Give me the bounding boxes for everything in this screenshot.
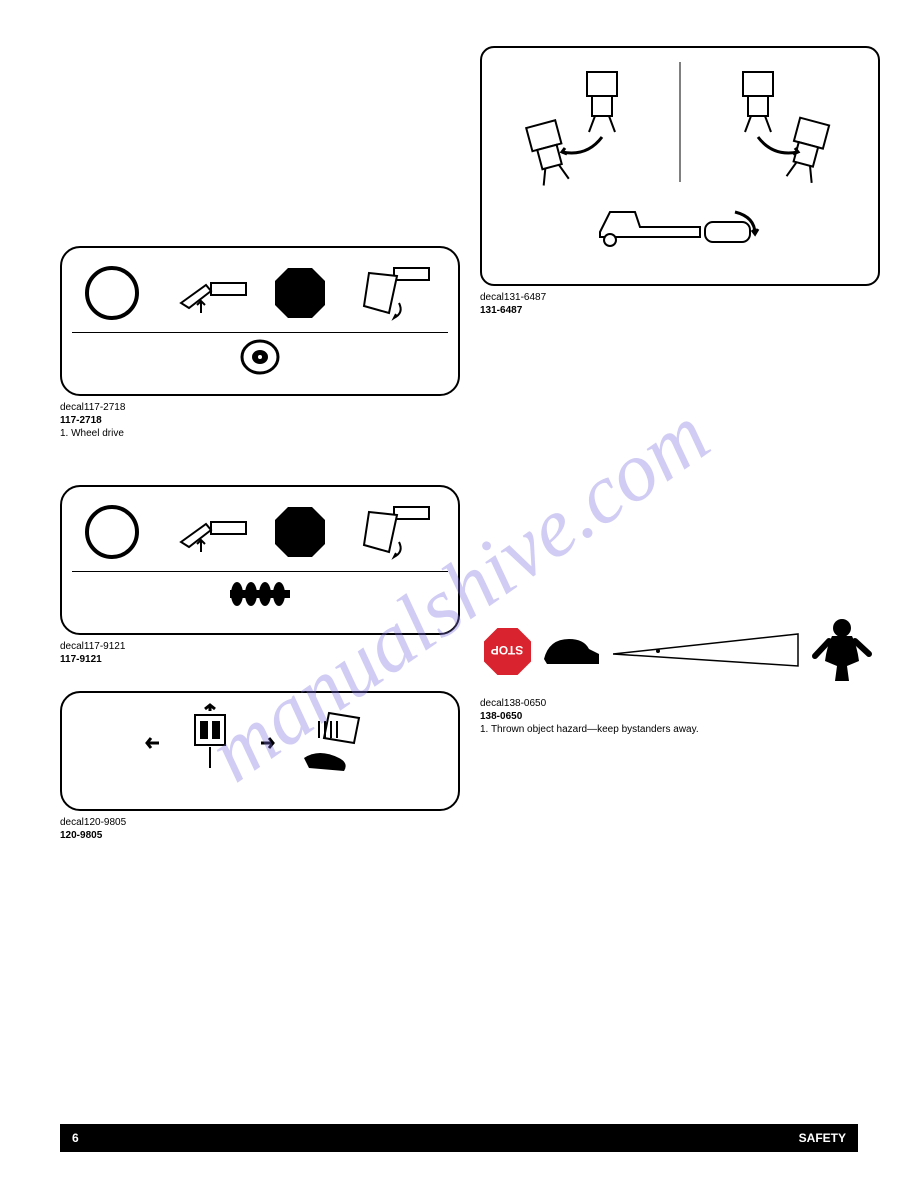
arrow-right-icon	[255, 731, 279, 755]
decal-117-2718	[60, 246, 460, 396]
octagon-icon	[270, 502, 330, 562]
decal-117-9121	[60, 485, 460, 635]
decal-info: 138-0650	[480, 711, 880, 722]
lever-up-icon	[161, 502, 251, 562]
octagon-icon	[270, 263, 330, 323]
decal-top-row	[496, 62, 864, 192]
spacer	[60, 439, 460, 479]
auger-icon	[225, 576, 295, 612]
circle-icon	[82, 502, 142, 562]
decal-info: 1. Wheel drive	[60, 428, 460, 439]
wheel-icon	[235, 337, 285, 377]
decal-heading: decal131-6487	[480, 292, 880, 303]
decal-row	[72, 497, 448, 567]
decal-131-6487	[480, 46, 880, 286]
page: decal117-2718 117-2718 1. Wheel drive	[0, 0, 918, 1188]
decal-info: 131-6487	[480, 305, 880, 316]
decal-heading: decal117-9121	[60, 641, 460, 652]
decal-row	[72, 576, 448, 612]
decal-heading: decal120-9805	[60, 817, 460, 828]
decal-120-9805	[60, 691, 460, 811]
spacer	[60, 40, 460, 240]
spacer	[60, 665, 460, 685]
decal-row	[72, 337, 448, 377]
footer-page: 6	[72, 1131, 79, 1145]
decal-bottom-row	[496, 192, 864, 262]
left-column: decal117-2718 117-2718 1. Wheel drive	[60, 40, 460, 841]
projectile-trajectory-icon	[613, 624, 803, 679]
decal-info: 117-2718	[60, 415, 460, 426]
arrow-left-icon	[141, 731, 165, 755]
decal-info: 120-9805	[60, 830, 460, 841]
decal-heading: decal138-0650	[480, 698, 880, 709]
lever-up-icon	[161, 263, 251, 323]
snowthrower-silhouette-icon	[539, 624, 609, 679]
decal-138-0650: STOP	[480, 616, 880, 696]
divider-vertical	[679, 62, 681, 182]
decal-info: 117-9121	[60, 654, 460, 665]
snowthrower-pivot-right-icon	[703, 62, 853, 192]
thrown-object-row: STOP	[480, 616, 880, 686]
decal-info: 1. Thrown object hazard—keep bystanders …	[480, 724, 880, 735]
lever-down-icon	[349, 258, 439, 328]
footer-bar: 6 SAFETY	[60, 1124, 858, 1152]
stop-sign-icon: STOP	[480, 624, 535, 679]
right-column: decal131-6487 131-6487 STOP	[480, 40, 880, 735]
stop-text: STOP	[491, 643, 523, 657]
decal-row	[72, 703, 448, 783]
decal-row	[72, 258, 448, 328]
decal-heading: decal117-2718	[60, 402, 460, 413]
circle-icon	[82, 263, 142, 323]
spacer	[480, 316, 880, 616]
lever-down-icon	[349, 497, 439, 567]
snowthrower-pivot-left-icon	[507, 62, 657, 192]
bystander-silhouette-icon	[807, 616, 877, 686]
divider	[72, 332, 448, 333]
footer-title: SAFETY	[799, 1131, 846, 1145]
chute-icon	[175, 703, 245, 783]
snowthrower-side-icon	[580, 192, 780, 262]
divider	[72, 571, 448, 572]
deflector-hand-icon	[289, 703, 379, 783]
